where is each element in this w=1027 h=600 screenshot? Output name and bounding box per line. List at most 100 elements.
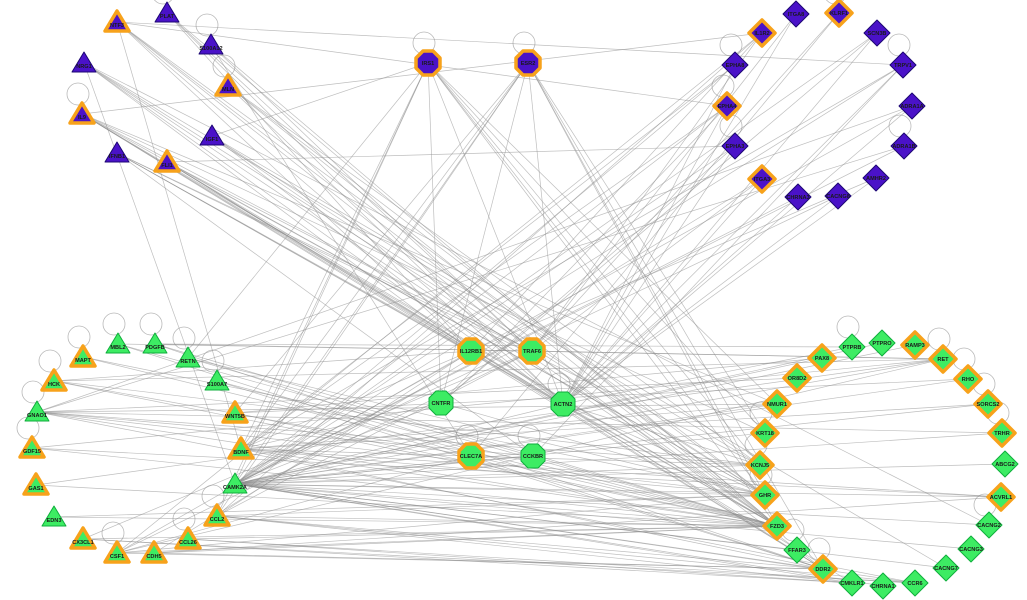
edge xyxy=(83,62,778,527)
node-cacng3[interactable]: CACNG3 xyxy=(957,535,985,563)
edge xyxy=(562,177,877,405)
diamond-node-shape xyxy=(762,389,792,419)
self-loop-edge xyxy=(195,13,219,37)
node-cmklr1[interactable]: CMKLR1 xyxy=(838,569,866,597)
edge xyxy=(240,64,736,450)
triangle-node-shape xyxy=(18,435,46,459)
node-cacng7[interactable]: CACNG7 xyxy=(932,554,960,582)
diamond-node-shape xyxy=(824,0,854,28)
edge xyxy=(531,178,763,352)
node-kcnj5[interactable]: KCNJ5 xyxy=(745,450,775,480)
node-epha3[interactable]: EPHA3 xyxy=(721,132,749,160)
node-epha8[interactable]: EPHA8 xyxy=(721,51,749,79)
node-ifnb1[interactable]: IFNB1 xyxy=(104,141,130,163)
triangle-node-shape xyxy=(175,346,201,368)
self-loop-edge xyxy=(172,326,196,350)
node-mbl2[interactable]: MBL2 xyxy=(105,332,131,354)
node-adra1b[interactable]: ADRA1B xyxy=(890,132,918,160)
node-scn3b[interactable]: SCN3B xyxy=(863,19,891,47)
edge xyxy=(562,32,878,405)
edge xyxy=(166,161,824,570)
triangle-node-shape xyxy=(203,503,231,527)
node-mapt[interactable]: MAPT xyxy=(69,344,97,368)
node-acvrl1[interactable]: ACVRL1 xyxy=(986,482,1016,512)
node-ghr[interactable]: GHR xyxy=(750,480,780,510)
node-itga8[interactable]: ITGA8 xyxy=(782,0,810,28)
diamond-node-shape xyxy=(889,51,917,79)
node-abcg2[interactable]: ABCG2 xyxy=(991,450,1019,478)
edge xyxy=(166,161,766,496)
diamond-node-shape xyxy=(824,182,852,210)
node-gnao1[interactable]: GNAO1 xyxy=(24,400,50,422)
diamond-node-shape xyxy=(782,363,812,393)
diamond-node-shape xyxy=(807,343,837,373)
node-trhr[interactable]: TRHR xyxy=(987,418,1017,448)
triangle-node-shape xyxy=(199,124,225,146)
node-edn3[interactable]: EDN3 xyxy=(41,505,67,527)
edge xyxy=(527,62,824,570)
node-cntfr[interactable]: CNTFR xyxy=(428,390,454,416)
node-ccl2[interactable]: CCL2 xyxy=(203,503,231,527)
node-itga3[interactable]: ITGA3 xyxy=(747,164,777,194)
node-pdgfb[interactable]: PDGFB xyxy=(142,332,168,354)
node-il12rb1[interactable]: IL12RB1 xyxy=(457,337,485,365)
edge xyxy=(82,525,778,540)
octagon-node-shape xyxy=(520,443,546,469)
edge xyxy=(216,62,529,517)
node-ntf3[interactable]: NTF3 xyxy=(103,9,131,33)
edge xyxy=(440,145,736,404)
node-ccr6[interactable]: CCR6 xyxy=(901,569,929,597)
self-loop-edge xyxy=(67,325,91,349)
edge xyxy=(82,356,766,496)
node-krt18[interactable]: KRT18 xyxy=(750,418,780,448)
edge xyxy=(234,483,1002,498)
node-pax8[interactable]: PAX8 xyxy=(807,343,837,373)
diamond-node-shape xyxy=(928,344,958,374)
triangle-node-shape xyxy=(71,51,97,73)
diamond-node-shape xyxy=(712,91,742,121)
node-il1r2[interactable]: IL1R2 xyxy=(747,18,777,48)
edge xyxy=(562,403,761,466)
node-retn[interactable]: RETN xyxy=(175,346,201,368)
self-loop-edge xyxy=(836,315,860,339)
node-hck[interactable]: HCK xyxy=(40,368,68,392)
node-s100a12[interactable]: S100A12 xyxy=(198,33,224,55)
node-plat[interactable]: PLAT xyxy=(154,1,180,23)
edge xyxy=(166,161,853,584)
diamond-node-shape xyxy=(973,389,1003,419)
edge xyxy=(211,62,429,137)
diamond-node-shape xyxy=(784,183,812,211)
self-loop-edge xyxy=(711,74,735,98)
node-igf1[interactable]: IGF1 xyxy=(199,124,225,146)
edge xyxy=(234,357,823,414)
node-amhr2[interactable]: AMHR2 xyxy=(862,164,890,192)
node-esr2[interactable]: ESR2 xyxy=(514,49,542,77)
edge xyxy=(427,62,766,434)
node-klrf1[interactable]: KLRF1 xyxy=(824,0,854,28)
diamond-node-shape xyxy=(898,92,926,120)
node-ffar3[interactable]: FFAR3 xyxy=(783,536,811,564)
node-traf6[interactable]: TRAF6 xyxy=(518,337,546,365)
node-ramp3[interactable]: RAMP3 xyxy=(900,330,930,360)
edges-layer xyxy=(31,12,1006,587)
node-sorcs2[interactable]: SORCS2 xyxy=(973,389,1003,419)
node-cckbr[interactable]: CCKBR xyxy=(520,443,546,469)
node-clec7a[interactable]: CLEC7A xyxy=(457,442,485,470)
node-irs1[interactable]: IRS1 xyxy=(414,49,442,77)
diamond-node-shape xyxy=(932,554,960,582)
node-chrna3[interactable]: CHRNA3 xyxy=(784,183,812,211)
diamond-node-shape xyxy=(986,482,1016,512)
node-ptpro[interactable]: PTPRO xyxy=(868,329,896,357)
node-nrg1[interactable]: NRG1 xyxy=(71,51,97,73)
node-cacng8[interactable]: CACNG8 xyxy=(824,182,852,210)
triangle-node-shape xyxy=(103,9,131,33)
diamond-node-shape xyxy=(750,480,780,510)
node-ret[interactable]: RET xyxy=(928,344,958,374)
diamond-node-shape xyxy=(808,554,838,584)
node-cx3cl1[interactable]: CX3CL1 xyxy=(69,526,97,550)
node-actn2[interactable]: ACTN2 xyxy=(550,391,576,417)
edge xyxy=(82,538,916,584)
node-cacng2[interactable]: CACNG2 xyxy=(975,511,1003,539)
node-rho[interactable]: RHO xyxy=(953,364,983,394)
